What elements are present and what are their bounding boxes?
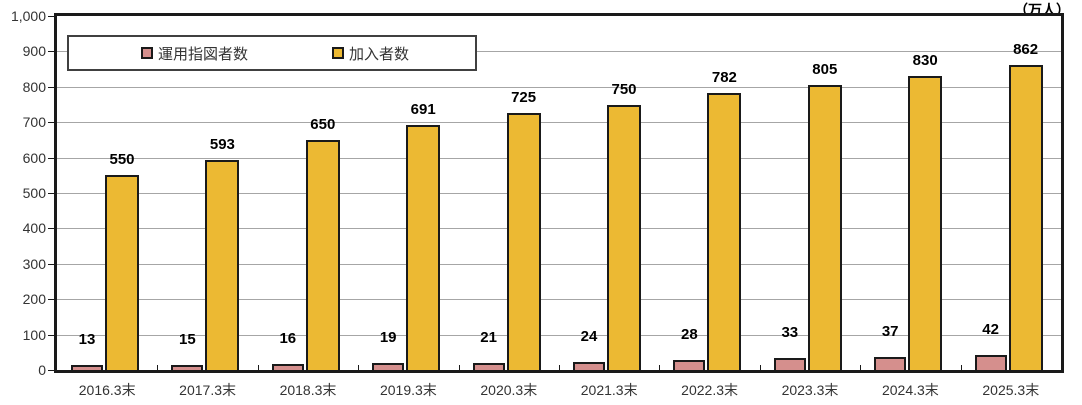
x-axis-label-2016.3末: 2016.3末 <box>78 382 136 398</box>
gridline-500 <box>57 193 1061 194</box>
gridline-300 <box>57 263 1061 265</box>
y-axis-tick-900 <box>48 51 54 53</box>
instruction-holders-value-label-2021.3末: 24 <box>580 327 598 345</box>
subscribers-bar-2019.3末 <box>406 125 441 370</box>
subscribers-bar-2021.3末 <box>607 104 641 370</box>
plot-area: 13 550 15 593 16 650 19 691 21 725 24 750 28 782 33 805… <box>54 13 1064 373</box>
x-axis-tick-5 <box>559 365 560 370</box>
y-axis-label-100: 100 <box>22 326 46 343</box>
x-axis-tick-2 <box>257 365 259 370</box>
y-axis-tick-800 <box>48 86 54 88</box>
x-axis-label-2023.3末: 2023.3末 <box>781 382 839 398</box>
instruction-holders-bar-2016.3末 <box>71 365 103 370</box>
x-axis-label-2025.3末: 2025.3末 <box>982 382 1040 398</box>
instruction-holders-value-label-2018.3末: 16 <box>279 330 297 348</box>
subscribers-bar-2020.3末 <box>506 113 541 370</box>
legend-item-subscribers: 加入者数 <box>332 37 409 69</box>
gridline-800 <box>57 86 1061 88</box>
instruction-holders-bar-2023.3末 <box>773 358 806 370</box>
subscribers-value-label-2021.3末: 750 <box>611 80 637 98</box>
subscribers-bar-2018.3末 <box>305 139 340 370</box>
y-axis-tick-100 <box>48 334 54 336</box>
subscribers-bar-2024.3末 <box>908 76 943 370</box>
instruction-holders-bar-2024.3末 <box>874 356 907 370</box>
instruction-holders-swatch-icon <box>141 47 153 59</box>
instruction-holders-value-label-2019.3末: 19 <box>379 329 397 347</box>
subscribers-bar-2016.3末 <box>105 175 139 370</box>
instruction-holders-bar-2019.3末 <box>372 363 405 370</box>
y-axis-label-900: 900 <box>22 43 46 60</box>
y-axis-label-400: 400 <box>22 220 46 237</box>
instruction-holders-value-label-2016.3末: 13 <box>78 331 96 349</box>
x-axis-tick-6 <box>659 365 661 370</box>
y-axis-tick-0 <box>48 370 54 371</box>
y-axis-label-800: 800 <box>22 78 46 95</box>
instruction-holders-value-label-2020.3末: 21 <box>480 328 497 346</box>
x-axis-label-2017.3末: 2017.3末 <box>179 382 236 398</box>
x-axis-label-2024.3末: 2024.3末 <box>881 382 939 398</box>
gridline-600 <box>57 157 1061 159</box>
x-axis-tick-9 <box>960 365 962 370</box>
subscribers-value-label-2020.3末: 725 <box>511 89 537 107</box>
x-axis-tick-3 <box>358 365 360 370</box>
y-axis-label-600: 600 <box>22 149 46 166</box>
instruction-holders-bar-2022.3末 <box>673 360 706 370</box>
subscribers-bar-2025.3末 <box>1008 64 1043 370</box>
instruction-holders-bar-2021.3末 <box>573 361 605 370</box>
instruction-holders-value-label-2022.3末: 28 <box>681 326 698 344</box>
x-axis-label-2020.3末: 2020.3末 <box>480 382 538 398</box>
instruction-holders-value-label-2025.3末: 42 <box>982 321 999 339</box>
legend-label-subscribers: 加入者数 <box>349 45 410 63</box>
y-axis-label-1000: 1,000 <box>10 8 46 24</box>
x-axis-label-2022.3末: 2022.3末 <box>681 382 738 398</box>
subscribers-value-label-2017.3末: 593 <box>209 136 235 154</box>
subscribers-swatch-icon <box>332 47 344 59</box>
subscribers-value-label-2024.3末: 830 <box>912 52 938 70</box>
y-axis-label-700: 700 <box>22 114 46 131</box>
instruction-holders-value-label-2024.3末: 37 <box>881 322 899 340</box>
instruction-holders-bar-2017.3末 <box>171 364 204 370</box>
y-axis-tick-700 <box>48 122 54 124</box>
subscribers-value-label-2019.3末: 691 <box>410 101 436 119</box>
x-axis-tick-8 <box>860 365 862 370</box>
y-axis-label-0: 0 <box>38 362 46 378</box>
subscribers-value-label-2023.3末: 805 <box>812 61 838 79</box>
y-axis-tick-400 <box>48 228 54 230</box>
instruction-holders-bar-2025.3末 <box>974 355 1007 370</box>
y-axis-tick-600 <box>48 157 54 159</box>
y-axis-label-300: 300 <box>22 255 46 272</box>
gridline-900 <box>57 51 1061 53</box>
gridline-400 <box>57 228 1061 230</box>
x-axis-tick-4 <box>458 365 460 370</box>
x-axis-label-2021.3末: 2021.3末 <box>580 382 638 398</box>
instruction-holders-value-label-2023.3末: 33 <box>781 324 799 342</box>
y-axis-label-500: 500 <box>22 185 46 201</box>
subscribers-value-label-2018.3末: 650 <box>310 115 336 133</box>
x-axis-tick-7 <box>759 365 761 370</box>
x-axis-label-2018.3末: 2018.3末 <box>279 382 337 398</box>
legend-item-instruction-holders: 運用指図者数 <box>141 37 248 69</box>
instruction-holders-bar-2020.3末 <box>472 362 505 370</box>
gridline-100 <box>57 334 1061 336</box>
subscribers-value-label-2016.3末: 550 <box>109 151 135 169</box>
gridline-700 <box>57 122 1061 124</box>
subscribers-value-label-2022.3末: 782 <box>711 69 737 87</box>
y-axis-label-200: 200 <box>22 291 46 308</box>
legend-label-instruction-holders: 運用指図者数 <box>158 45 249 63</box>
subscribers-value-label-2025.3末: 862 <box>1013 40 1039 58</box>
x-axis-label-2019.3末: 2019.3末 <box>379 382 437 398</box>
subscribers-bar-2023.3末 <box>807 85 842 370</box>
y-axis-tick-300 <box>48 263 54 265</box>
gridline-200 <box>57 299 1061 301</box>
instruction-holders-value-label-2017.3末: 15 <box>179 330 196 348</box>
y-axis-tick-200 <box>48 299 54 301</box>
legend: 運用指図者数 加入者数 <box>67 35 477 71</box>
instruction-holders-bar-2018.3末 <box>271 364 304 370</box>
subscribers-bar-2022.3末 <box>707 93 742 370</box>
y-axis-tick-1000 <box>48 16 54 17</box>
subscribers-bar-2017.3末 <box>205 160 240 370</box>
x-axis-tick-1 <box>157 365 159 370</box>
y-axis-tick-500 <box>48 193 54 194</box>
